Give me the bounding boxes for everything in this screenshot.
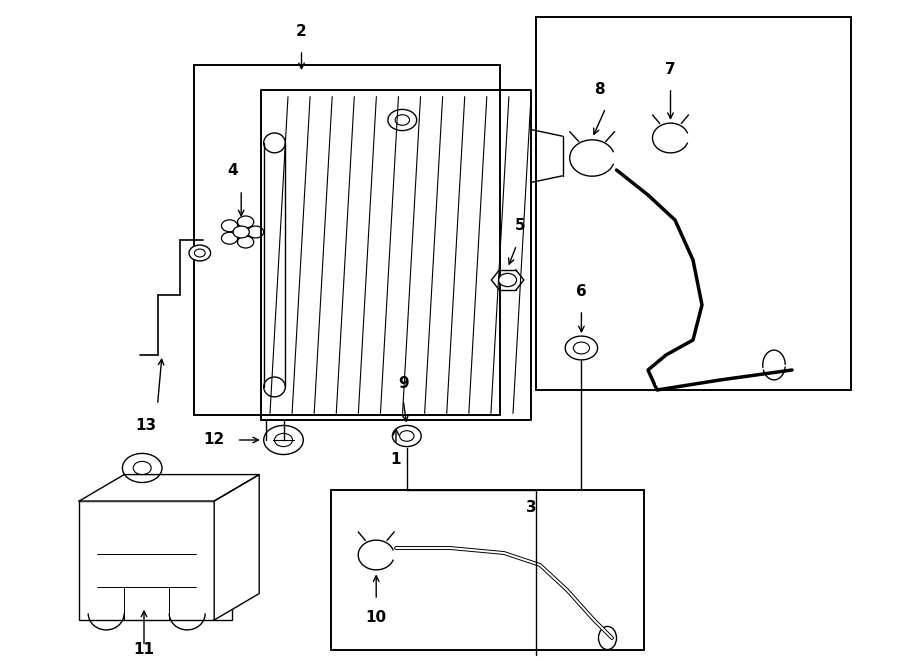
Ellipse shape bbox=[266, 435, 284, 445]
Text: 10: 10 bbox=[365, 609, 387, 625]
Circle shape bbox=[388, 110, 417, 131]
Circle shape bbox=[264, 426, 303, 455]
Circle shape bbox=[221, 220, 238, 232]
Circle shape bbox=[221, 232, 238, 244]
Circle shape bbox=[499, 274, 517, 287]
Ellipse shape bbox=[264, 377, 285, 397]
Text: 9: 9 bbox=[398, 375, 409, 391]
Text: 6: 6 bbox=[576, 284, 587, 299]
Text: 2: 2 bbox=[296, 24, 307, 40]
Circle shape bbox=[194, 249, 205, 257]
Circle shape bbox=[248, 226, 264, 238]
Text: 7: 7 bbox=[665, 63, 676, 77]
Bar bbox=[536, 17, 850, 390]
Circle shape bbox=[238, 216, 254, 228]
Ellipse shape bbox=[598, 627, 616, 650]
Circle shape bbox=[395, 115, 410, 126]
Circle shape bbox=[274, 434, 292, 447]
Text: 3: 3 bbox=[526, 500, 536, 516]
Text: 13: 13 bbox=[135, 418, 157, 432]
Circle shape bbox=[122, 453, 162, 483]
Polygon shape bbox=[79, 475, 259, 501]
Text: 12: 12 bbox=[203, 432, 225, 447]
Circle shape bbox=[189, 245, 211, 261]
Circle shape bbox=[233, 226, 249, 238]
Text: 8: 8 bbox=[594, 83, 605, 98]
Circle shape bbox=[133, 461, 151, 475]
Circle shape bbox=[392, 426, 421, 447]
Circle shape bbox=[238, 236, 254, 248]
Text: 5: 5 bbox=[515, 217, 526, 233]
Bar bbox=[194, 65, 500, 415]
Circle shape bbox=[400, 431, 414, 442]
Ellipse shape bbox=[763, 350, 785, 380]
Ellipse shape bbox=[264, 133, 285, 153]
Bar bbox=[79, 501, 232, 620]
Text: 11: 11 bbox=[133, 642, 155, 658]
Text: 1: 1 bbox=[391, 453, 401, 467]
Polygon shape bbox=[214, 475, 259, 620]
Circle shape bbox=[573, 342, 590, 354]
Circle shape bbox=[565, 336, 598, 360]
Bar bbox=[331, 490, 644, 650]
Text: 4: 4 bbox=[227, 163, 238, 178]
